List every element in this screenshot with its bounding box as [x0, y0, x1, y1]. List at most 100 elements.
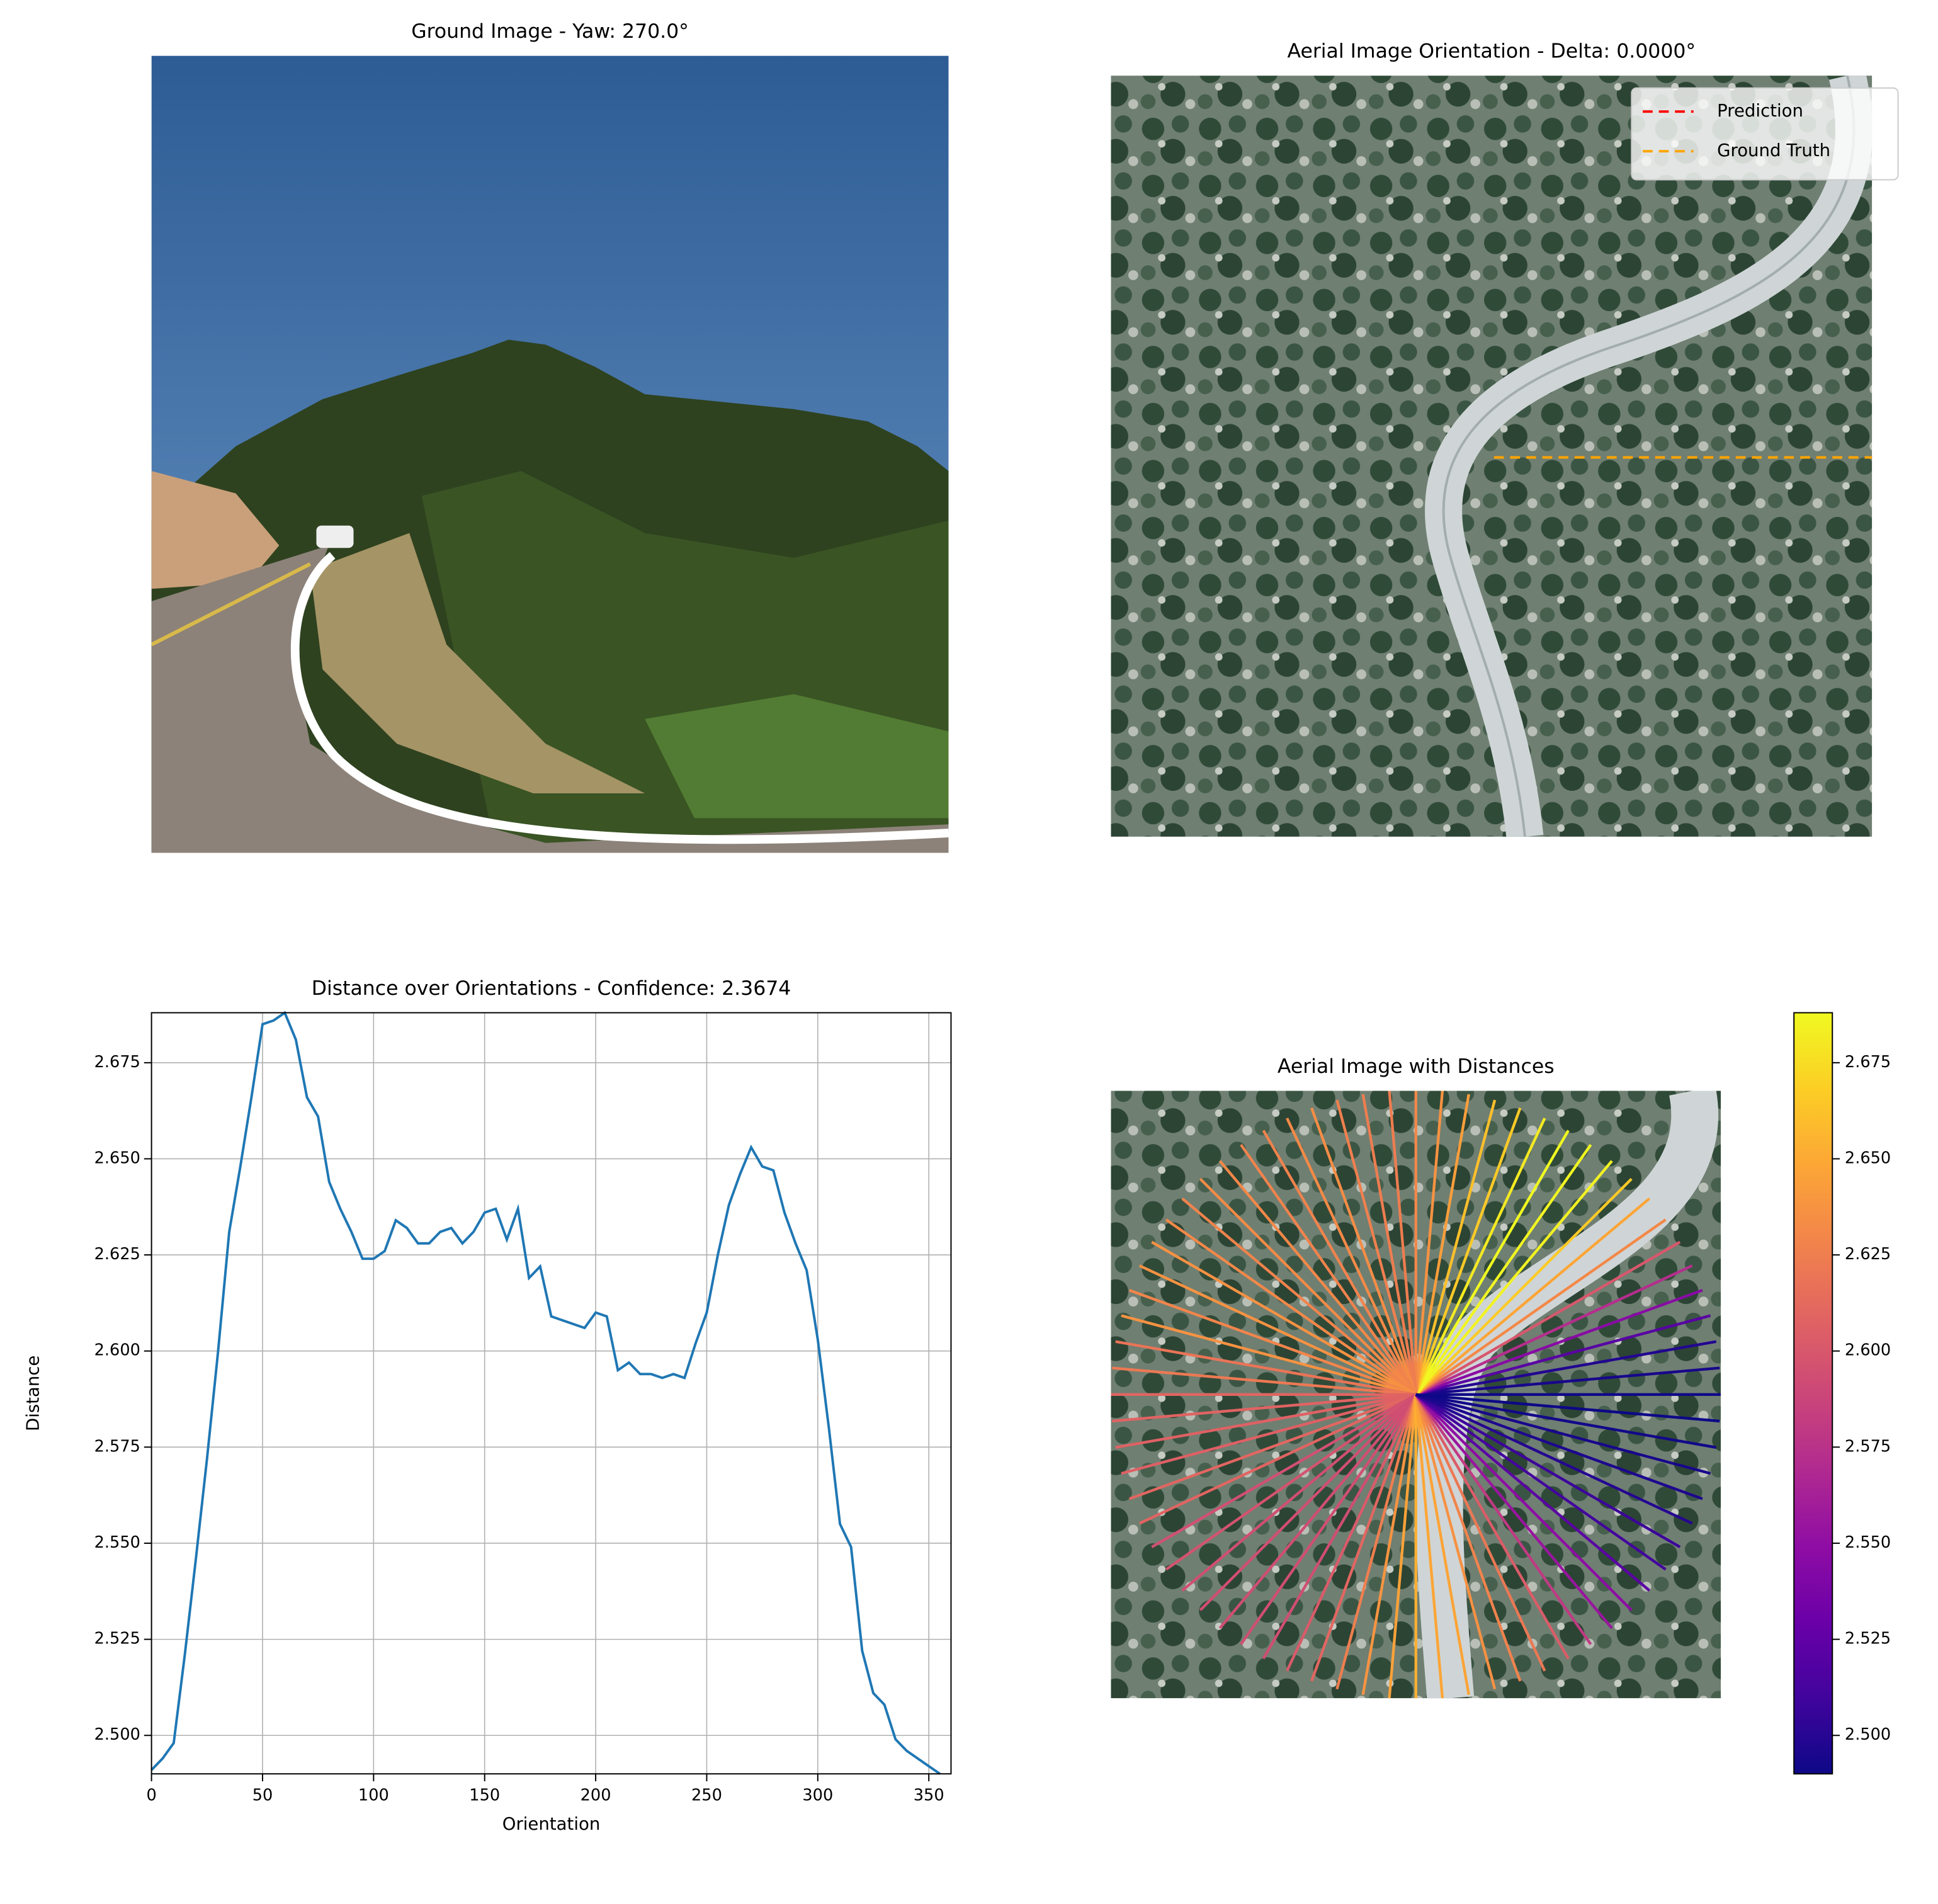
colorbar-tick-label: 2.675	[1845, 1053, 1891, 1072]
ray	[1415, 1393, 1613, 1629]
x-axis-label: Orientation	[502, 1814, 601, 1834]
ray	[1115, 1340, 1417, 1396]
colorbar	[1793, 1012, 1833, 1775]
x-tick-label: 0	[146, 1786, 156, 1805]
y-axis-label: Distance	[23, 1356, 43, 1431]
ray	[1414, 1393, 1570, 1660]
ray	[1240, 1143, 1417, 1396]
ray	[1112, 1366, 1416, 1397]
ray	[1415, 1393, 1667, 1571]
ray	[1414, 1091, 1444, 1395]
x-tick-label: 200	[581, 1786, 611, 1805]
y-tick-label: 2.650	[94, 1148, 140, 1167]
y-tick-label: 2.600	[94, 1341, 140, 1360]
ray	[1415, 1393, 1711, 1475]
legend-label: Ground Truth	[1717, 140, 1830, 161]
ray	[1128, 1289, 1417, 1396]
ray	[1415, 1160, 1613, 1396]
colorbar-tick-label: 2.625	[1845, 1245, 1891, 1264]
y-tick-label: 2.675	[94, 1053, 140, 1072]
ray	[1218, 1160, 1417, 1396]
ray	[1415, 1218, 1667, 1396]
ray	[1414, 1393, 1546, 1672]
ray	[1112, 1393, 1416, 1423]
colorbar-tick-label: 2.525	[1845, 1629, 1891, 1648]
ray	[1414, 1117, 1546, 1395]
chart-title: Aerial Image Orientation - Delta: 0.0000…	[1287, 40, 1696, 63]
ray	[1151, 1393, 1417, 1548]
y-tick-label: 2.550	[94, 1533, 140, 1552]
y-tick-label: 2.575	[94, 1437, 140, 1456]
ray	[1415, 1366, 1720, 1397]
rays	[1111, 1091, 1721, 1699]
ray	[1138, 1393, 1417, 1525]
ray	[1415, 1340, 1717, 1396]
x-tick-label: 350	[914, 1786, 944, 1805]
ray	[1415, 1393, 1720, 1423]
ray	[1414, 1099, 1497, 1395]
ray	[1414, 1143, 1592, 1396]
ray	[1415, 1264, 1693, 1396]
ray	[1415, 1314, 1711, 1396]
ray	[1415, 1240, 1681, 1396]
y-tick-label: 2.500	[94, 1725, 140, 1744]
ray	[1361, 1094, 1417, 1395]
ray	[1115, 1393, 1417, 1449]
ray	[1414, 1394, 1497, 1690]
y-tick-label: 2.525	[94, 1629, 140, 1648]
chart-title: Ground Image - Yaw: 270.0°	[411, 20, 689, 43]
ray	[1388, 1091, 1417, 1395]
ray	[1414, 1394, 1470, 1696]
x-tick-label: 100	[358, 1786, 389, 1805]
ray	[1199, 1177, 1417, 1396]
colorbar-tick-label: 2.550	[1845, 1533, 1891, 1552]
x-tick-label: 300	[802, 1786, 833, 1805]
colorbar-tick-label: 2.650	[1845, 1148, 1891, 1167]
ray	[1388, 1394, 1417, 1699]
ray	[1415, 1393, 1633, 1611]
chart-title: Distance over Orientations - Confidence:…	[312, 977, 791, 1000]
ray	[1415, 1289, 1703, 1396]
ray	[1415, 1393, 1703, 1500]
ray	[1165, 1218, 1417, 1396]
ray	[1414, 1394, 1522, 1682]
ray	[1414, 1394, 1444, 1699]
colorbar-tick-label: 2.600	[1845, 1341, 1891, 1360]
ray	[1310, 1107, 1417, 1395]
colorbar-tick-label: 2.575	[1845, 1437, 1891, 1456]
ray	[1310, 1394, 1417, 1682]
ray	[1414, 1393, 1592, 1645]
ground-image	[151, 55, 949, 853]
ray	[1415, 1393, 1651, 1592]
ray	[1286, 1393, 1417, 1672]
ray	[1415, 1393, 1693, 1525]
aerial-image	[1111, 76, 1873, 837]
ray	[1121, 1314, 1417, 1396]
colorbar-tick-label: 2.500	[1845, 1725, 1891, 1744]
ray	[1415, 1177, 1633, 1396]
ray	[1181, 1197, 1417, 1396]
ray	[1414, 1107, 1522, 1395]
ray	[1335, 1099, 1417, 1395]
ray	[1415, 1197, 1651, 1396]
ray	[1151, 1240, 1417, 1396]
ray	[1121, 1393, 1417, 1475]
ray	[1138, 1264, 1417, 1396]
ray	[1414, 1130, 1570, 1395]
ray	[1165, 1393, 1417, 1571]
ray	[1128, 1393, 1417, 1500]
legend-box	[1631, 87, 1899, 181]
ray	[1361, 1394, 1417, 1696]
legend-label: Prediction	[1717, 101, 1803, 121]
ray	[1415, 1393, 1717, 1449]
chart-title: Aerial Image with Distances	[1278, 1055, 1555, 1078]
y-tick-label: 2.625	[94, 1245, 140, 1264]
ray	[1181, 1393, 1417, 1592]
data-line	[150, 1011, 941, 1775]
axes-frame	[150, 1012, 952, 1775]
ray	[1199, 1393, 1417, 1611]
ray	[1218, 1393, 1417, 1629]
ray	[1262, 1130, 1417, 1395]
